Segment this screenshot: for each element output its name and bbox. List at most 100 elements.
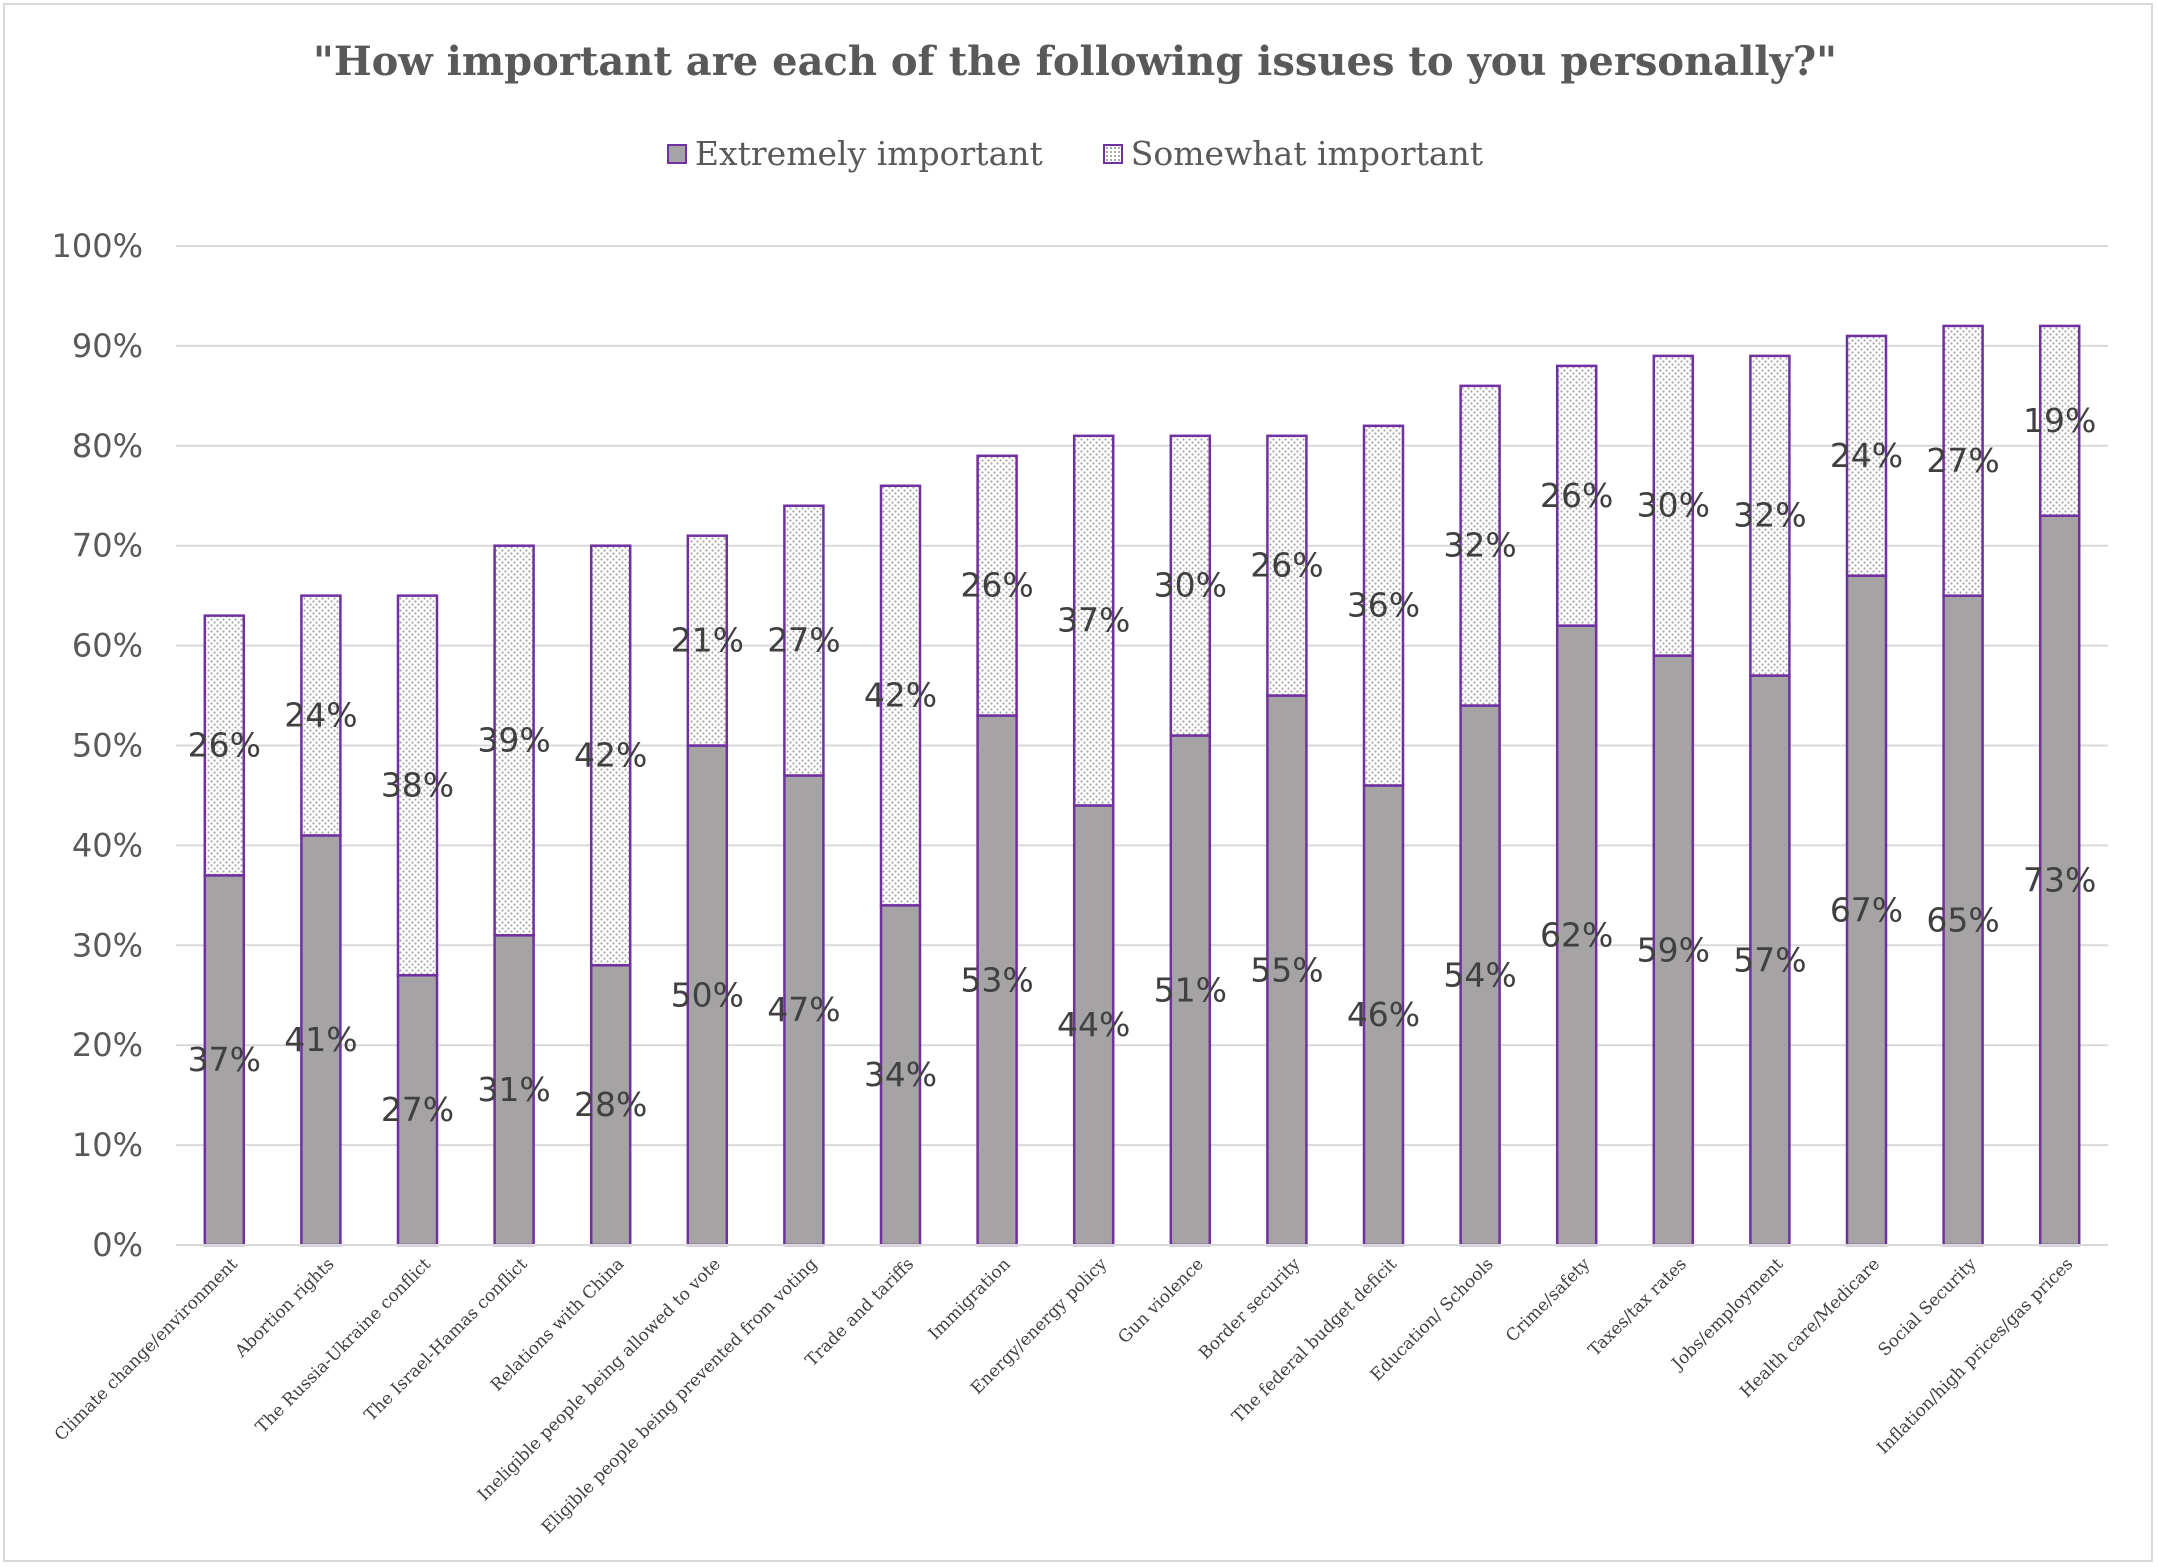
category-label: Gun violence (1114, 1254, 1207, 1347)
data-label-somewhat-important: 30% (1637, 486, 1710, 525)
data-label-extremely-important: 27% (381, 1090, 454, 1129)
bar-somewhat-important (1555, 364, 1598, 627)
data-label-somewhat-important: 42% (574, 735, 647, 774)
bar-somewhat-important (203, 614, 246, 877)
bar-somewhat-important (1362, 424, 1405, 787)
data-label-somewhat-important: 27% (1926, 441, 1999, 480)
bar-somewhat-important (1459, 384, 1501, 707)
y-tick-label: 10% (72, 1126, 143, 1164)
bar-extremely-important (1169, 734, 1212, 1247)
data-label-extremely-important: 31% (477, 1070, 550, 1109)
bar-extremely-important (1072, 804, 1115, 1247)
data-label-extremely-important: 59% (1637, 930, 1710, 969)
bar-somewhat-important (783, 504, 825, 777)
bar-somewhat-important (976, 454, 1018, 717)
data-label-extremely-important: 47% (767, 990, 840, 1029)
category-label: Inflation/high prices/gas prices (1873, 1254, 2077, 1458)
data-label-extremely-important: 65% (1926, 900, 1999, 939)
legend-entry-extremely-important: Extremely important (666, 134, 1043, 173)
legend-swatch-somewhat-important (1102, 143, 1123, 164)
y-tick-label: 20% (72, 1026, 143, 1064)
data-label-somewhat-important: 39% (477, 721, 550, 760)
bar-extremely-important (1266, 694, 1308, 1247)
bar-somewhat-important (879, 484, 922, 907)
data-label-extremely-important: 50% (671, 975, 744, 1014)
bar-somewhat-important (493, 544, 535, 937)
data-label-somewhat-important: 30% (1154, 566, 1227, 605)
bar-somewhat-important (1749, 354, 1791, 677)
data-label-extremely-important: 62% (1540, 915, 1613, 954)
data-label-somewhat-important: 38% (381, 765, 454, 804)
data-label-somewhat-important: 26% (960, 566, 1033, 605)
y-tick-label: 80% (72, 427, 143, 465)
legend-swatch-extremely-important (666, 143, 687, 164)
y-tick-label: 70% (72, 527, 143, 565)
bar-somewhat-important (2038, 324, 2081, 517)
bar-extremely-important (589, 964, 632, 1247)
y-tick-label: 0% (92, 1226, 143, 1264)
bar-somewhat-important (1652, 354, 1695, 657)
category-label: The Israel-Hamas conflict (361, 1254, 532, 1425)
legend-label-extremely-important: Extremely important (694, 134, 1043, 173)
category-label: The Russia-Ukraine conflict (252, 1254, 435, 1437)
data-labels: 37% 26% 41% 24% 27% 38% 31% 39% 28% 42% 50% 21% 47% 2… (188, 401, 2097, 1129)
y-tick-label: 40% (72, 826, 143, 864)
category-label: Abortion rights (231, 1254, 339, 1362)
data-label-somewhat-important: 32% (1733, 496, 1806, 535)
data-label-extremely-important: 55% (1250, 950, 1323, 989)
y-tick-label: 60% (72, 627, 143, 665)
data-label-extremely-important: 53% (960, 960, 1033, 999)
bar-extremely-important (300, 834, 342, 1247)
category-label: Crime/safety (1502, 1254, 1594, 1346)
data-label-extremely-important: 67% (1830, 890, 1903, 929)
data-label-somewhat-important: 26% (1250, 546, 1323, 585)
y-tick-label: 90% (72, 327, 143, 365)
data-label-somewhat-important: 27% (767, 621, 840, 660)
category-label: Immigration (925, 1254, 1015, 1344)
bar-extremely-important (783, 774, 825, 1247)
data-label-extremely-important: 37% (188, 1040, 261, 1079)
data-label-somewhat-important: 19% (2023, 401, 2096, 440)
data-label-somewhat-important: 37% (1057, 601, 1130, 640)
category-label: Border security (1195, 1254, 1305, 1364)
bar-somewhat-important (1072, 434, 1115, 807)
chart-title: "How important are each of the following… (312, 38, 1838, 85)
data-label-somewhat-important: 42% (864, 676, 937, 715)
data-label-somewhat-important: 24% (1830, 436, 1903, 475)
category-label: Climate change/environment (51, 1254, 242, 1445)
data-label-extremely-important: 54% (1443, 955, 1516, 994)
gridlines (176, 245, 2108, 1147)
data-label-somewhat-important: 26% (1540, 476, 1613, 515)
data-label-extremely-important: 34% (864, 1055, 937, 1094)
data-label-extremely-important: 73% (2023, 860, 2096, 899)
data-label-extremely-important: 44% (1057, 1005, 1130, 1044)
data-label-extremely-important: 57% (1733, 940, 1806, 979)
y-axis: 0% 10% 20% 30% 40% 50% 60% 70% 80% 90% 100% (52, 227, 143, 1264)
data-label-somewhat-important: 24% (284, 696, 357, 735)
data-label-extremely-important: 41% (284, 1020, 357, 1059)
legend-label-somewhat-important: Somewhat important (1130, 134, 1484, 173)
category-label: Social Security (1875, 1254, 1981, 1360)
bar-extremely-important (1749, 674, 1791, 1247)
bars (203, 324, 2081, 1247)
bar-somewhat-important (686, 534, 729, 747)
legend: Extremely important Somewhat important (0, 134, 2150, 173)
category-label: Taxes/tax rates (1585, 1254, 1691, 1360)
data-label-extremely-important: 51% (1154, 970, 1227, 1009)
bar-somewhat-important (396, 594, 439, 977)
bar-extremely-important (686, 744, 729, 1247)
y-tick-label: 100% (52, 227, 143, 265)
data-label-somewhat-important: 26% (188, 726, 261, 765)
y-tick-label: 50% (72, 727, 143, 765)
y-tick-label: 30% (72, 926, 143, 964)
bar-somewhat-important (1169, 434, 1212, 737)
bar-somewhat-important (589, 544, 632, 967)
data-label-somewhat-important: 32% (1443, 526, 1516, 565)
bar-somewhat-important (1266, 434, 1308, 697)
bar-somewhat-important (1845, 334, 1888, 577)
bar-somewhat-important (300, 594, 342, 837)
data-label-extremely-important: 28% (574, 1085, 647, 1124)
data-label-extremely-important: 46% (1347, 995, 1420, 1034)
